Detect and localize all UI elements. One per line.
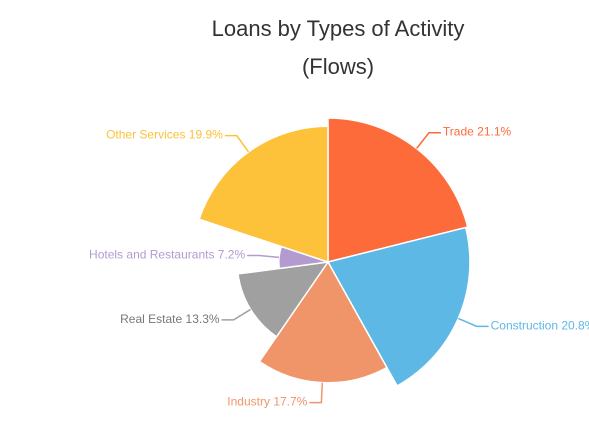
chart-subtitle: (Flows) <box>302 54 374 79</box>
slice-label: Industry 17.7% <box>227 395 307 409</box>
slice-name: Trade <box>443 125 474 139</box>
slice-value: 17.7% <box>273 395 307 409</box>
slice-value: 20.8% <box>561 318 589 332</box>
pie-slice <box>326 226 471 387</box>
leader-line <box>457 317 489 328</box>
slice-name: Industry <box>227 395 270 409</box>
slice-value: 21.1% <box>477 125 511 139</box>
pie-slice <box>258 260 388 384</box>
slice-label: Construction 20.8% <box>491 318 589 332</box>
leader-line <box>247 254 280 259</box>
leader-line <box>221 308 251 321</box>
slice-value: 7.2% <box>218 248 246 262</box>
slice-label: Hotels and Restaurants 7.2% <box>89 248 245 262</box>
leader-line <box>416 131 441 149</box>
pie-slice <box>198 125 329 264</box>
slice-value: 13.3% <box>186 312 220 326</box>
leader-line <box>309 382 324 404</box>
slice-label: Other Services 19.9% <box>106 128 223 142</box>
slice-name: Real Estate <box>120 312 182 326</box>
slice-name: Hotels and Restaurants <box>89 248 214 262</box>
slice-label: Real Estate 13.3% <box>120 312 220 326</box>
slice-value: 19.9% <box>189 128 223 142</box>
slice-name: Other Services <box>106 128 185 142</box>
chart-title: Loans by Types of Activity <box>212 16 465 41</box>
pie-slice <box>327 117 469 263</box>
slice-label: Trade 21.1% <box>443 125 512 139</box>
leader-line <box>224 134 250 153</box>
slice-name: Construction <box>491 318 558 332</box>
